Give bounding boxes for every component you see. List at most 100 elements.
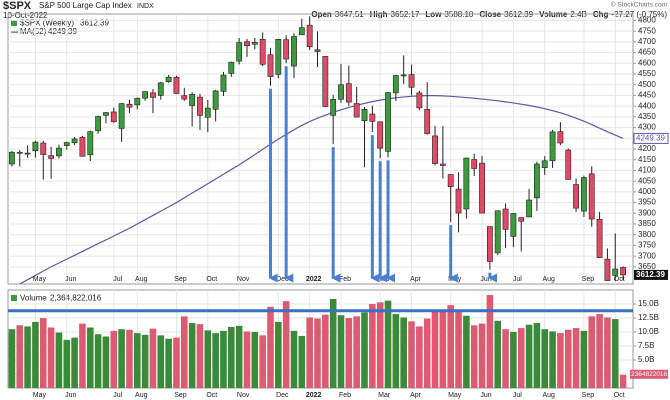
candle-body: [126, 103, 133, 108]
x-tick-label: Jun: [480, 276, 491, 283]
volume-bar: [400, 317, 407, 388]
exchange: INDX: [137, 3, 154, 10]
volume-bar: [243, 331, 251, 388]
candle-body: [330, 98, 337, 116]
candle-body: [369, 113, 376, 122]
y-tick-label: 3950: [638, 198, 656, 207]
volume-bar: [212, 333, 219, 388]
candle-body: [95, 116, 102, 132]
quote-value: -27.27 (-0.75%): [611, 10, 667, 19]
y-tick-label: 4550: [638, 69, 656, 78]
y-tick-label: 3650: [638, 262, 656, 271]
candle-body: [173, 76, 180, 94]
legend-swatch: [11, 295, 17, 301]
candle-body: [510, 213, 517, 237]
marks: [9, 16, 626, 284]
candle-body: [620, 267, 626, 276]
x-tick-label: Sep: [174, 392, 187, 399]
date: 10-Oct-2022: [3, 11, 48, 20]
candle-body: [251, 41, 258, 45]
y-tick-label: 4600: [638, 58, 656, 67]
volume-bar: [126, 329, 133, 388]
volume-bar: [196, 324, 204, 388]
quote-label: Close: [479, 10, 501, 19]
volume-bar: [282, 301, 290, 388]
volume-bar: [376, 302, 384, 388]
volume-bar: [306, 317, 313, 388]
quote-label: Chg: [593, 10, 609, 19]
candle-body: [32, 141, 39, 152]
volume-bar: [541, 329, 549, 388]
y-tick-label: 3800: [638, 230, 656, 239]
quote-label: Open: [311, 10, 332, 19]
volume-bar: [165, 338, 172, 388]
candle-body: [87, 131, 94, 156]
volume-bar: [361, 312, 368, 388]
candle-body: [385, 92, 391, 152]
volume-bar: [39, 318, 47, 388]
volume-bar: [94, 334, 102, 388]
volume-bar: [290, 330, 298, 388]
x-tick-label: May: [448, 392, 462, 399]
volume-bar: [47, 327, 55, 388]
candle-body: [79, 136, 86, 157]
x-tick-label: Jul: [113, 276, 122, 283]
candle-body: [291, 36, 297, 67]
y-tick-label: 4500: [638, 80, 656, 89]
candle-body: [581, 177, 587, 212]
volume-bar: [423, 318, 431, 388]
candle-body: [150, 92, 156, 98]
legend-name: Volume: [20, 294, 47, 303]
volume-bar: [63, 339, 71, 388]
candle-body: [56, 147, 62, 157]
y-tick-label: 4700: [638, 37, 656, 46]
candle-body: [314, 49, 321, 52]
candle-body: [204, 107, 211, 118]
legend-name: $SPX (Weekly): [20, 19, 74, 28]
x-tick-label: Sep: [582, 276, 595, 283]
volume-bar: [228, 326, 235, 388]
candle-body: [494, 210, 501, 254]
candle-body: [110, 111, 117, 123]
x-tick-label: Aug: [542, 392, 555, 399]
x-tick-label: Sep: [582, 392, 595, 399]
volume-bar: [322, 314, 329, 388]
candle-body: [573, 184, 579, 209]
x-tick-label: Oct: [614, 392, 625, 399]
volume-bar: [16, 325, 24, 388]
volume-bar: [204, 330, 212, 388]
candle-body: [486, 226, 493, 262]
x-tick-label: Nov: [237, 276, 250, 283]
y-tick-label: 3700: [638, 251, 656, 260]
candle-body: [338, 84, 344, 100]
y-tick-label: 3850: [638, 219, 656, 228]
x-tick-label: Aug: [542, 276, 555, 283]
volume-bar: [588, 316, 596, 388]
x-tick-label: Apr: [410, 276, 422, 283]
volume-bar: [118, 329, 125, 388]
quote-value: 3612.39: [504, 10, 533, 19]
y-tick-label: 4000: [638, 187, 656, 196]
volume-bar: [141, 334, 149, 388]
volume-bar: [557, 333, 564, 388]
y-tick-label: 4450: [638, 91, 656, 100]
x-tick-label: 2022: [306, 392, 322, 399]
candle-body: [471, 159, 478, 169]
x-tick-label: Nov: [237, 392, 250, 399]
volume-bar: [510, 332, 517, 388]
volume-bar: [384, 300, 392, 388]
candle-body: [322, 56, 329, 107]
x-tick-label: Feb: [339, 392, 351, 399]
candle-body: [197, 96, 203, 116]
candle-body: [463, 157, 470, 210]
quote-label: Volume: [539, 10, 568, 19]
candle-body: [244, 41, 250, 47]
quote-value: 3652.17: [391, 10, 420, 19]
volume-bar: [580, 330, 588, 388]
candle-body: [16, 151, 23, 154]
candle-body: [424, 109, 431, 134]
candle-body: [377, 121, 384, 149]
candle-body: [455, 188, 462, 214]
candle-body: [400, 74, 407, 77]
y-tick-label: 4050: [638, 176, 656, 185]
